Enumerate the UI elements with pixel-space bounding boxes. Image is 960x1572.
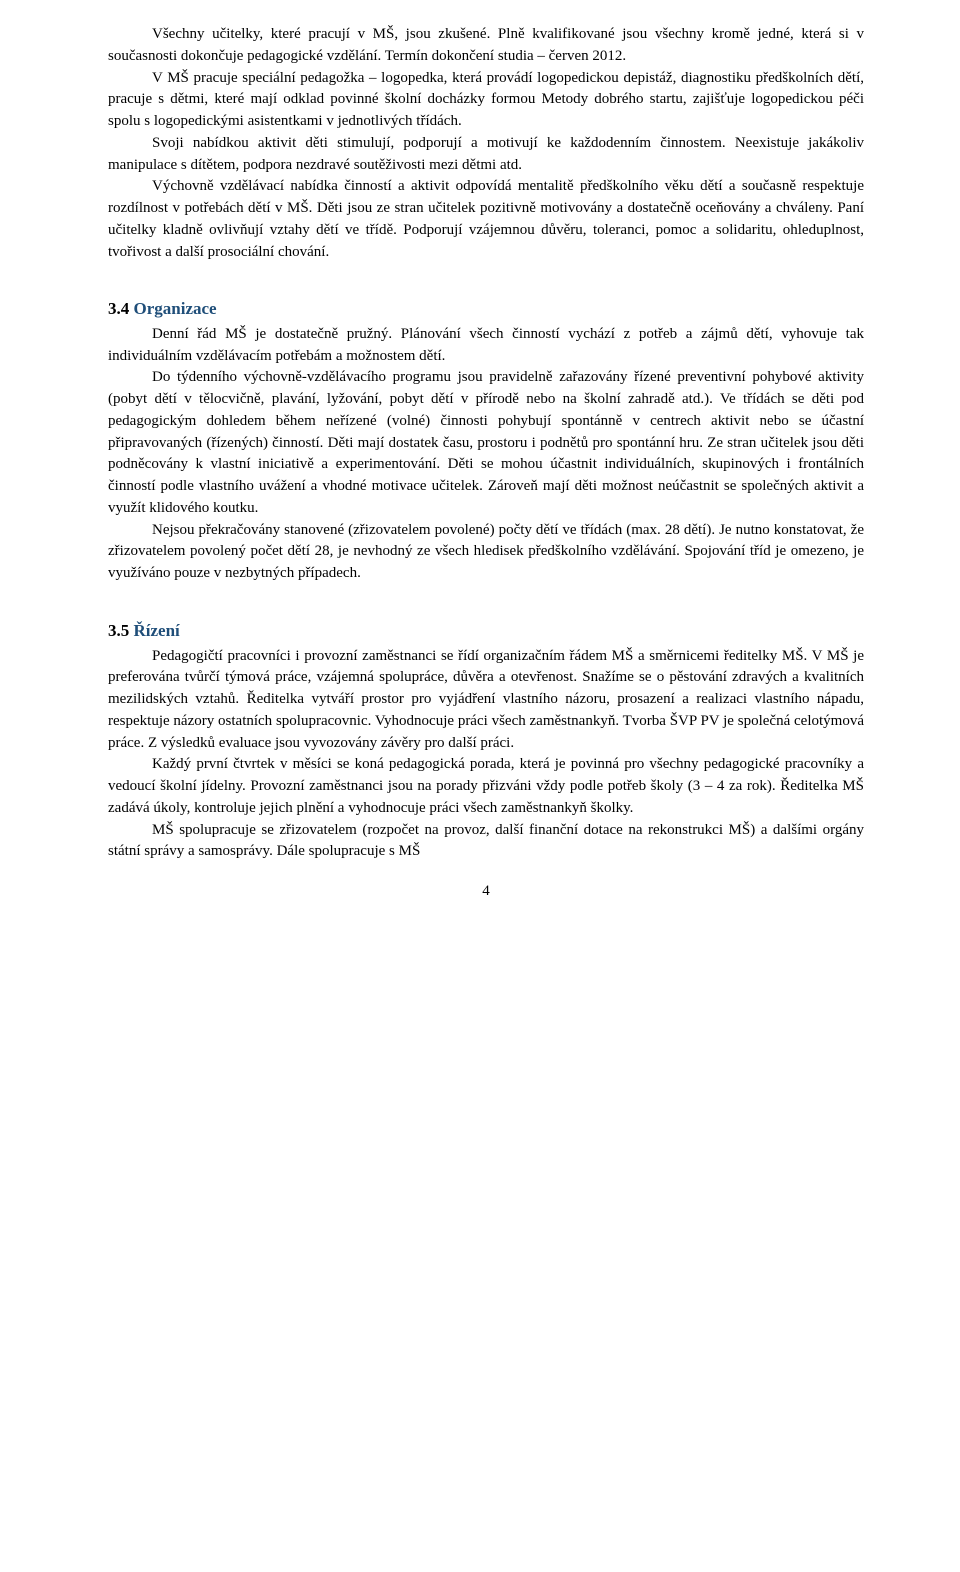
body-paragraph: Svoji nabídkou aktivit děti stimulují, p… — [108, 133, 864, 177]
body-paragraph: Do týdenního výchovně-vzdělávacího progr… — [108, 367, 864, 519]
body-paragraph: MŠ spolupracuje se zřizovatelem (rozpoče… — [108, 820, 864, 864]
section-title: Řízení — [134, 621, 180, 640]
section-heading-3-4: 3.4 Organizace — [108, 297, 864, 322]
section-heading-3-5: 3.5 Řízení — [108, 619, 864, 644]
section-title: Organizace — [134, 299, 217, 318]
body-paragraph: Všechny učitelky, které pracují v MŠ, js… — [108, 24, 864, 68]
body-paragraph: Výchovně vzdělávací nabídka činností a a… — [108, 176, 864, 263]
section-number: 3.5 — [108, 621, 129, 640]
body-paragraph: V MŠ pracuje speciální pedagožka – logop… — [108, 68, 864, 133]
section-number: 3.4 — [108, 299, 129, 318]
body-paragraph: Pedagogičtí pracovníci i provozní zaměst… — [108, 646, 864, 755]
body-paragraph: Denní řád MŠ je dostatečně pružný. Pláno… — [108, 324, 864, 368]
body-paragraph: Každý první čtvrtek v měsíci se koná ped… — [108, 754, 864, 819]
body-paragraph: Nejsou překračovány stanovené (zřizovate… — [108, 520, 864, 585]
page-number: 4 — [108, 881, 864, 903]
